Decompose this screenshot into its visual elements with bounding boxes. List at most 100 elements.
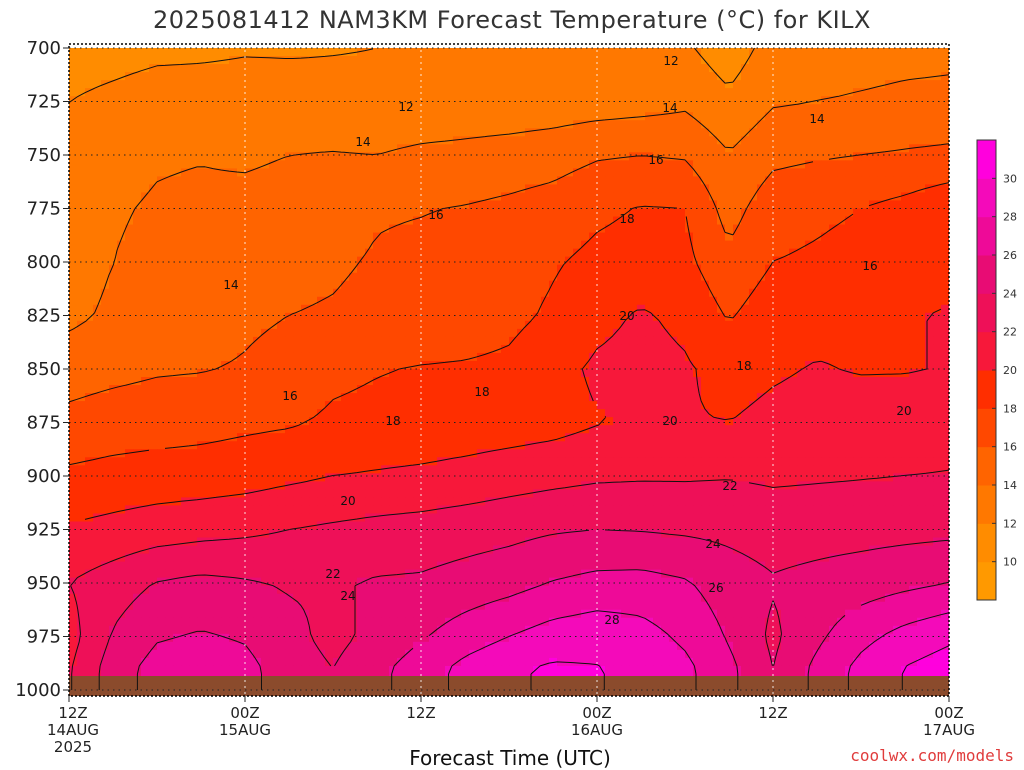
heatmap-cell [725, 360, 734, 370]
heatmap-cell [917, 152, 926, 161]
heatmap-cell [613, 200, 622, 210]
heatmap-cell [805, 144, 814, 153]
heatmap-cell [381, 120, 390, 129]
heatmap-cell [85, 344, 94, 354]
heatmap-cell [413, 160, 422, 169]
heatmap-cell [933, 144, 942, 153]
heatmap-cell [765, 320, 774, 330]
heatmap-cell [813, 248, 822, 258]
heatmap-cell [885, 312, 894, 322]
heatmap-cell [637, 312, 646, 322]
heatmap-cell [333, 401, 342, 410]
heatmap-cell [533, 360, 542, 370]
heatmap-cell [485, 160, 494, 169]
heatmap-cell [661, 352, 670, 362]
heatmap-cell [893, 208, 902, 218]
heatmap-cell [509, 360, 518, 370]
heatmap-cell [853, 184, 862, 194]
heatmap-cell [877, 200, 886, 210]
heatmap-cell [845, 328, 854, 338]
heatmap-cell [805, 312, 814, 322]
heatmap-cell [709, 48, 718, 57]
heatmap-cell [69, 136, 78, 145]
heatmap-cell [925, 80, 934, 89]
heatmap-cell [341, 128, 350, 137]
heatmap-cell [845, 144, 854, 153]
heatmap-cell [173, 48, 182, 57]
heatmap-cell [533, 369, 542, 378]
heatmap-cell [565, 192, 574, 202]
heatmap-cell [349, 176, 358, 186]
heatmap-cell [349, 336, 358, 346]
heatmap-cell [509, 256, 518, 266]
heatmap-cell [285, 312, 294, 322]
heatmap-cell [781, 256, 790, 266]
heatmap-cell [605, 248, 614, 258]
heatmap-cell [373, 393, 382, 402]
heatmap-cell [661, 256, 670, 266]
heatmap-cell [197, 48, 206, 57]
heatmap-cell [861, 312, 870, 322]
heatmap-cell [853, 280, 862, 290]
heatmap-cell [565, 48, 574, 57]
heatmap-cell [701, 344, 710, 354]
heatmap-cell [381, 328, 390, 338]
heatmap-cell [405, 96, 414, 105]
heatmap-cell [189, 168, 198, 178]
heatmap-cell [373, 200, 382, 210]
heatmap-cell [653, 296, 662, 306]
heatmap-cell [165, 393, 174, 402]
heatmap-cell [565, 208, 574, 218]
heatmap-cell [165, 192, 174, 202]
heatmap-cell [253, 336, 262, 346]
heatmap-cell [93, 288, 102, 298]
heatmap-cell [573, 256, 582, 266]
heatmap-cell [333, 320, 342, 330]
heatmap-cell [821, 208, 830, 218]
heatmap-cell [605, 232, 614, 242]
heatmap-cell [141, 96, 150, 105]
heatmap-cell [165, 296, 174, 306]
heatmap-cell [645, 168, 654, 178]
heatmap-cell [93, 409, 102, 418]
heatmap-cell [813, 320, 822, 330]
heatmap-cell [373, 312, 382, 322]
heatmap-cell [261, 224, 270, 234]
heatmap-cell [805, 232, 814, 242]
heatmap-cell [269, 272, 278, 282]
heatmap-cell [789, 176, 798, 186]
heatmap-cell [509, 96, 518, 105]
heatmap-cell [301, 344, 310, 354]
heatmap-cell [421, 377, 430, 386]
heatmap-cell [813, 208, 822, 218]
heatmap-cell [925, 168, 934, 178]
heatmap-cell [85, 48, 94, 57]
heatmap-cell [661, 152, 670, 161]
heatmap-cell [541, 184, 550, 194]
heatmap-cell [181, 144, 190, 153]
heatmap-cell [925, 377, 934, 386]
heatmap-cell [813, 64, 822, 73]
heatmap-cell [885, 272, 894, 282]
heatmap-cell [837, 152, 846, 161]
heatmap-cell [461, 176, 470, 186]
heatmap-cell [821, 232, 830, 242]
heatmap-cell [277, 104, 286, 113]
heatmap-cell [781, 216, 790, 226]
heatmap-cell [181, 152, 190, 161]
heatmap-cell [181, 48, 190, 57]
heatmap-cell [117, 176, 126, 186]
heatmap-cell [725, 104, 734, 113]
heatmap-cell [909, 200, 918, 210]
heatmap-cell [773, 312, 782, 322]
heatmap-cell [533, 272, 542, 282]
heatmap-cell [909, 232, 918, 242]
heatmap-cell [149, 184, 158, 194]
heatmap-cell [813, 224, 822, 234]
heatmap-cell [805, 280, 814, 290]
heatmap-cell [733, 264, 742, 274]
heatmap-cell [645, 360, 654, 370]
heatmap-cell [493, 240, 502, 250]
heatmap-cell [165, 168, 174, 178]
heatmap-cell [485, 304, 494, 314]
